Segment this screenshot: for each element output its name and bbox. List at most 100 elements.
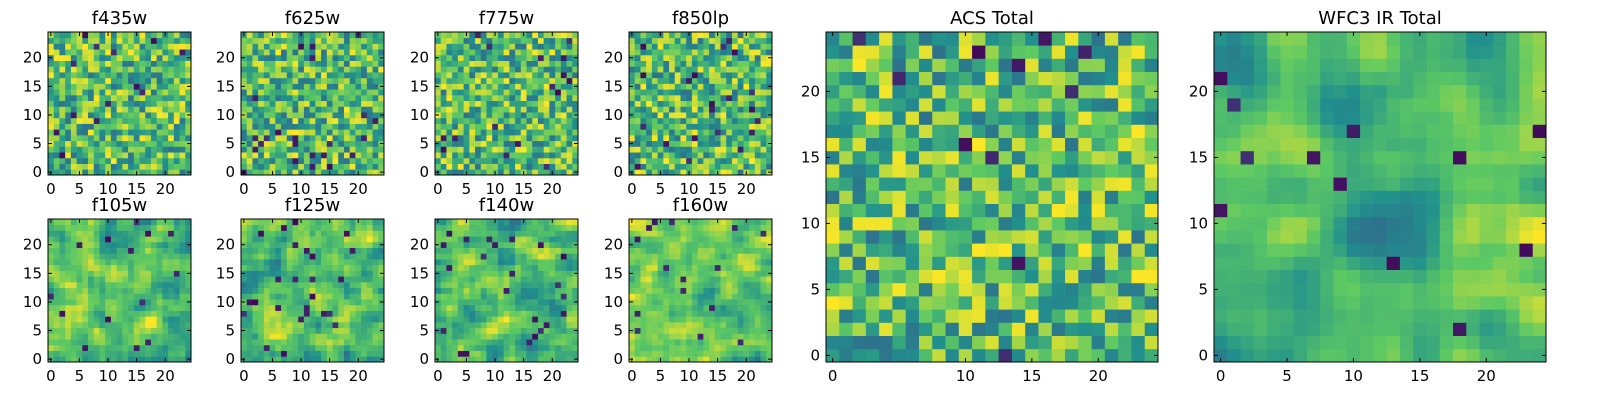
heatmap-cell — [139, 247, 146, 254]
heatmap-cell — [315, 224, 322, 231]
heatmap-cell — [185, 264, 192, 271]
heatmap-cell — [150, 163, 158, 170]
heatmap-cell — [475, 49, 482, 56]
heatmap-cell — [503, 316, 510, 323]
heatmap-cell — [258, 339, 265, 346]
heatmap-cell — [640, 140, 647, 147]
heatmap-cell — [286, 247, 293, 254]
heatmap-cell — [457, 333, 464, 340]
heatmap-cell — [766, 344, 773, 351]
heatmap-cell — [93, 339, 100, 346]
heatmap-cell — [526, 66, 533, 73]
heatmap-cell — [326, 43, 333, 50]
heatmap-cell — [59, 224, 66, 231]
heatmap-cell — [497, 219, 505, 226]
heatmap-cell — [292, 259, 299, 266]
heatmap-cell — [651, 94, 658, 102]
heatmap-cell — [275, 146, 282, 153]
heatmap-cell — [435, 281, 442, 289]
heatmap-cell — [263, 350, 270, 357]
heatmap-cell — [122, 316, 129, 323]
heatmap-cell — [286, 152, 293, 159]
x-tick-label: 10 — [292, 180, 311, 198]
heatmap-cell — [640, 66, 647, 73]
heatmap-cell — [332, 169, 339, 176]
axes-frame — [240, 31, 385, 176]
heatmap-cell — [258, 224, 265, 231]
heatmap-cell — [139, 32, 146, 39]
heatmap-cell — [674, 117, 681, 124]
heatmap-cell — [515, 276, 522, 283]
heatmap-cell — [133, 129, 140, 136]
heatmap-cell — [555, 169, 562, 176]
heatmap-cell — [179, 129, 186, 136]
heatmap-cell — [105, 157, 112, 164]
heatmap-cells — [629, 32, 773, 176]
heatmap-cell — [543, 163, 550, 170]
heatmap-cell — [366, 163, 373, 170]
heatmap-cell — [366, 247, 373, 254]
heatmap-cell — [139, 169, 146, 176]
heatmap-cell — [150, 327, 158, 334]
heatmap-cell — [509, 293, 516, 300]
heatmap-cell — [349, 253, 356, 260]
heatmap-cell — [303, 270, 311, 277]
heatmap-cell — [680, 83, 687, 90]
heatmap-cell — [53, 293, 60, 300]
heatmap-cell — [691, 123, 699, 130]
heatmap-cell — [321, 163, 328, 170]
heatmap-cell — [309, 230, 316, 237]
heatmap-cell — [486, 253, 493, 260]
heatmap-cell — [469, 281, 476, 289]
heatmap-cell — [526, 344, 533, 351]
heatmap-cell — [703, 327, 710, 334]
heatmap-cell — [286, 316, 293, 323]
heatmap-cell — [509, 304, 516, 311]
heatmap-cell — [463, 276, 470, 283]
heatmap-cell — [133, 123, 140, 130]
heatmap-cell — [532, 333, 539, 340]
heatmap-cell — [463, 129, 470, 136]
heatmap-cell — [457, 134, 464, 142]
heatmap-cell — [520, 94, 527, 102]
heatmap-cell — [440, 37, 447, 44]
heatmap-cell — [475, 43, 482, 50]
heatmap-cell — [133, 140, 140, 147]
heatmap-cell — [275, 321, 282, 329]
heatmap-cell — [532, 32, 539, 39]
heatmap-cell — [110, 339, 118, 346]
heatmap-cell — [457, 77, 464, 84]
heatmap-cell — [566, 134, 573, 142]
heatmap-cell — [497, 281, 505, 289]
heatmap-cell — [726, 54, 733, 61]
heatmap-cell — [669, 129, 676, 136]
heatmap-cell — [110, 253, 118, 260]
heatmap-cell — [326, 241, 333, 248]
heatmap-cell — [343, 287, 351, 294]
heatmap-cell — [286, 77, 293, 84]
heatmap-cell — [343, 281, 351, 289]
heatmap-cell — [691, 83, 699, 90]
heatmap-cell — [162, 123, 169, 130]
heatmap-cell — [48, 310, 55, 317]
heatmap-cell — [246, 236, 253, 243]
heatmap-cell — [321, 37, 328, 44]
heatmap-cell — [663, 106, 670, 113]
heatmap-cell — [70, 89, 77, 96]
heatmap-cells — [629, 219, 773, 363]
heatmap-cell — [537, 72, 545, 79]
heatmap-cell — [480, 219, 487, 226]
heatmap-cell — [492, 281, 499, 289]
heatmap-cell — [76, 270, 83, 277]
heatmap-cell — [651, 310, 658, 317]
heatmap-cell — [162, 152, 169, 159]
heatmap-cell — [663, 356, 670, 363]
heatmap-cell — [298, 157, 305, 164]
heatmap-cell — [674, 146, 681, 153]
heatmap-cell — [168, 157, 175, 164]
heatmap-cell — [338, 54, 345, 61]
heatmap-cell — [65, 264, 72, 271]
heatmap-cell — [640, 106, 647, 113]
heatmap-cell — [70, 37, 77, 44]
heatmap-cell — [731, 146, 739, 153]
